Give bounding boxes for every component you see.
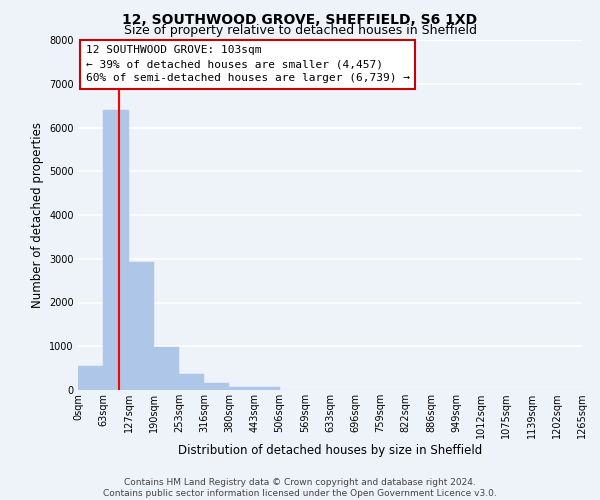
- Text: Contains HM Land Registry data © Crown copyright and database right 2024.
Contai: Contains HM Land Registry data © Crown c…: [103, 478, 497, 498]
- Bar: [204, 382, 229, 390]
- Text: 12, SOUTHWOOD GROVE, SHEFFIELD, S6 1XD: 12, SOUTHWOOD GROVE, SHEFFIELD, S6 1XD: [122, 12, 478, 26]
- Text: Size of property relative to detached houses in Sheffield: Size of property relative to detached ho…: [124, 24, 476, 37]
- Bar: [179, 374, 204, 390]
- Bar: [254, 388, 280, 390]
- Bar: [78, 366, 103, 390]
- X-axis label: Distribution of detached houses by size in Sheffield: Distribution of detached houses by size …: [178, 444, 482, 457]
- Bar: [103, 110, 128, 390]
- Y-axis label: Number of detached properties: Number of detached properties: [31, 122, 44, 308]
- Bar: [128, 262, 154, 390]
- Text: 12 SOUTHWOOD GROVE: 103sqm
← 39% of detached houses are smaller (4,457)
60% of s: 12 SOUTHWOOD GROVE: 103sqm ← 39% of deta…: [86, 46, 410, 83]
- Bar: [229, 386, 254, 390]
- Bar: [154, 347, 179, 390]
